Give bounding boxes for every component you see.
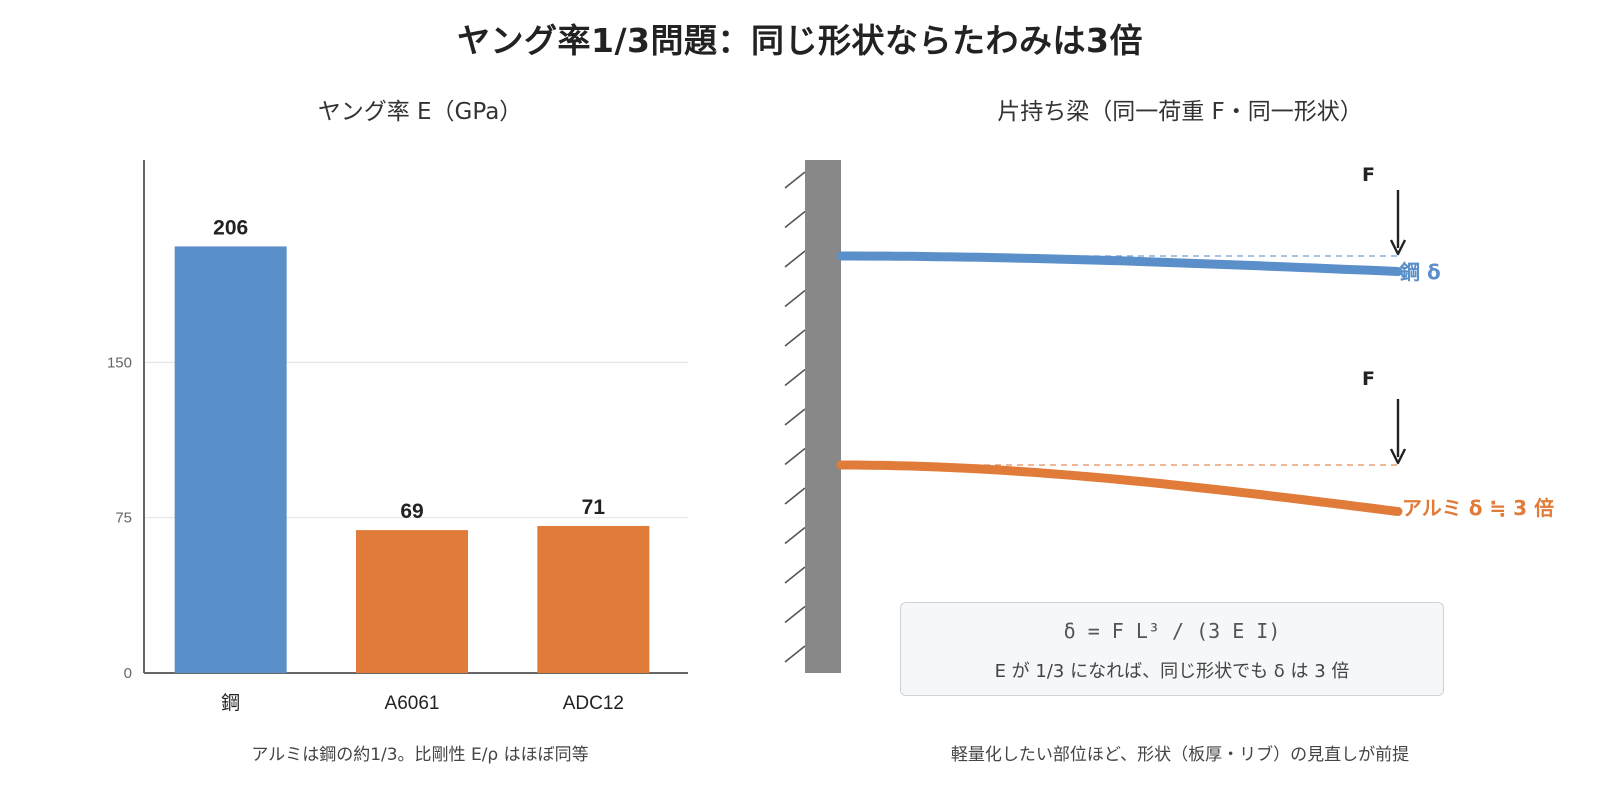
steel-deflection-label: 鋼 δ — [1400, 260, 1441, 284]
bar-ADC12 — [537, 525, 650, 673]
formula-box: δ = F L³ / (3 E I) E が 1/3 になれば、同じ形状でも δ… — [900, 602, 1444, 696]
category-label: ADC12 — [563, 693, 624, 714]
wall-hatch — [784, 210, 806, 229]
deflected-beam — [836, 460, 1403, 516]
force-label-steel: F — [1362, 164, 1375, 186]
value-label: 206 — [213, 216, 248, 239]
y-tick-label: 150 — [107, 354, 132, 371]
youngs-modulus-bar-chart: 0 75 150 206 鋼 69 A6061 71 ADC12 — [107, 160, 688, 714]
category-label: 鋼 — [221, 692, 240, 714]
y-tick-label: 75 — [115, 510, 132, 527]
wall-hatch — [784, 171, 806, 189]
wall-hatch — [784, 487, 806, 505]
value-label: 69 — [400, 500, 423, 523]
force-arrow-head — [1389, 448, 1407, 465]
formula-note: E が 1/3 になれば、同じ形状でも δ は 3 倍 — [994, 661, 1350, 682]
bar-chart-caption: アルミは鋼の約1/3。比剛性 E/ρ はほぼ同等 — [251, 745, 589, 765]
wall-hatch — [784, 645, 806, 663]
force-arrow-head — [1389, 239, 1407, 256]
wall-hatch — [784, 447, 806, 466]
category-label: A6061 — [385, 693, 440, 714]
wall-hatch — [784, 329, 806, 347]
cantilever-beam-diagram — [784, 160, 1407, 673]
fixed-wall — [805, 160, 841, 673]
value-label: 71 — [582, 496, 606, 519]
y-tick-label: 0 — [124, 665, 132, 682]
wall-hatch — [784, 368, 806, 387]
wall-hatch — [784, 566, 806, 584]
force-label-aluminum: F — [1362, 368, 1375, 390]
aluminum-deflection-label: アルミ δ ≒ 3 倍 — [1402, 496, 1555, 520]
bar-A6061 — [356, 530, 468, 673]
wall-hatch — [784, 526, 806, 545]
beam-diagram-caption: 軽量化したい部位ほど、形状（板厚・リブ）の見直しが前提 — [950, 745, 1410, 765]
wall-hatch — [784, 289, 806, 308]
deflected-beam — [836, 251, 1403, 276]
beam-diagram-title: 片持ち梁（同一荷重 F・同一形状） — [997, 99, 1363, 125]
bar-鋼 — [174, 246, 287, 674]
wall-hatch — [784, 408, 806, 426]
page-title: ヤング率1/3問題：同じ形状ならたわみは3倍 — [457, 21, 1143, 60]
wall-hatch — [784, 250, 806, 268]
deflection-formula: δ = F L³ / (3 E I) — [1063, 619, 1281, 643]
bar-chart-title: ヤング率 E（GPa） — [317, 99, 523, 125]
wall-hatch — [784, 605, 806, 624]
